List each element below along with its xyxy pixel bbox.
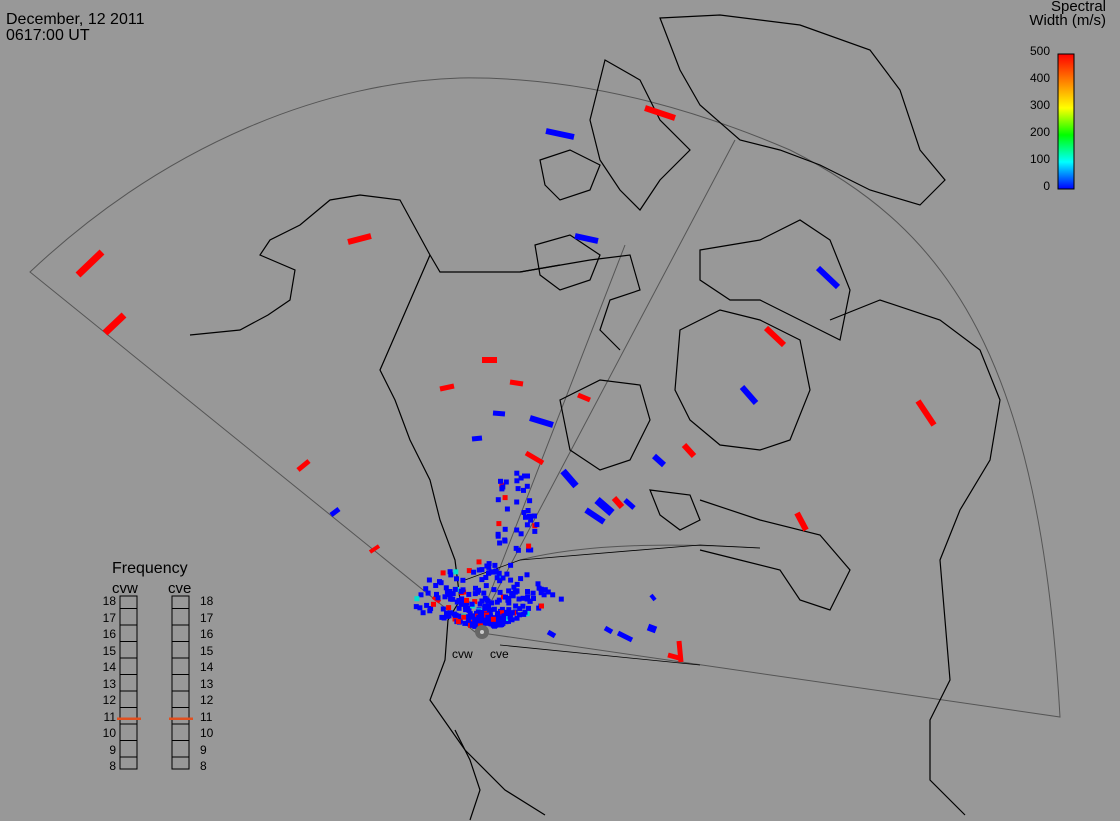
date-label: December, 12 2011	[6, 11, 145, 28]
frequency-tick-right: 13	[200, 676, 214, 691]
frequency-tick-left: 18	[102, 594, 116, 608]
scatter-cells	[75, 105, 937, 663]
frequency-title: Frequency	[112, 560, 188, 577]
frequency-tick-left: 13	[102, 676, 116, 691]
frequency-tick-right: 9	[200, 742, 207, 757]
site-label-cvw: cvw	[452, 647, 473, 661]
frequency-tick-left: 9	[109, 742, 116, 757]
frequency-tick-right: 15	[200, 643, 214, 658]
frequency-tick-right: 16	[200, 627, 214, 641]
frequency-tick-right: 10	[200, 726, 214, 740]
frequency-tick-right: 8	[200, 759, 207, 773]
colorbar-title: Spectral Width (m/s)	[1029, 0, 1106, 29]
frequency-tick-right: 11	[200, 709, 213, 724]
frequency-tick-right: 14	[200, 660, 214, 674]
colorbar-tick: 0	[1043, 179, 1050, 193]
frequency-tick-left: 17	[102, 610, 116, 625]
colorbar-tick: 300	[1029, 98, 1050, 112]
frequency-tick-left: 8	[109, 759, 116, 773]
fov-beam-lines	[474, 139, 761, 633]
radar-label-cve: cve	[168, 580, 192, 597]
frequency-tick-right: 12	[200, 693, 214, 707]
site-label-cve: cve	[490, 647, 509, 661]
frequency-tick-left: 11	[103, 709, 116, 724]
borders	[379, 254, 761, 666]
fov-outline	[29, 77, 1061, 718]
frequency-tick-left: 15	[102, 643, 116, 658]
colorbar	[1057, 53, 1075, 190]
radar-label-cvw: cvw	[112, 580, 138, 597]
frequency-tick-right: 17	[200, 610, 214, 625]
frequency-tick-left: 14	[102, 660, 116, 674]
coastlines	[189, 14, 1001, 821]
frequency-tick-left: 10	[102, 726, 116, 740]
frequency-tick-right: 18	[200, 594, 214, 608]
colorbar-tick: 100	[1029, 152, 1050, 166]
frequency-tick-left: 16	[102, 627, 116, 641]
colorbar-tick: 500	[1029, 44, 1050, 58]
frequency-tick-left: 12	[102, 693, 116, 707]
frequency-bars	[117, 595, 193, 770]
colorbar-tick: 400	[1029, 71, 1050, 85]
time-label: 0617:00 UT	[6, 27, 90, 44]
colorbar-tick: 200	[1029, 125, 1050, 139]
